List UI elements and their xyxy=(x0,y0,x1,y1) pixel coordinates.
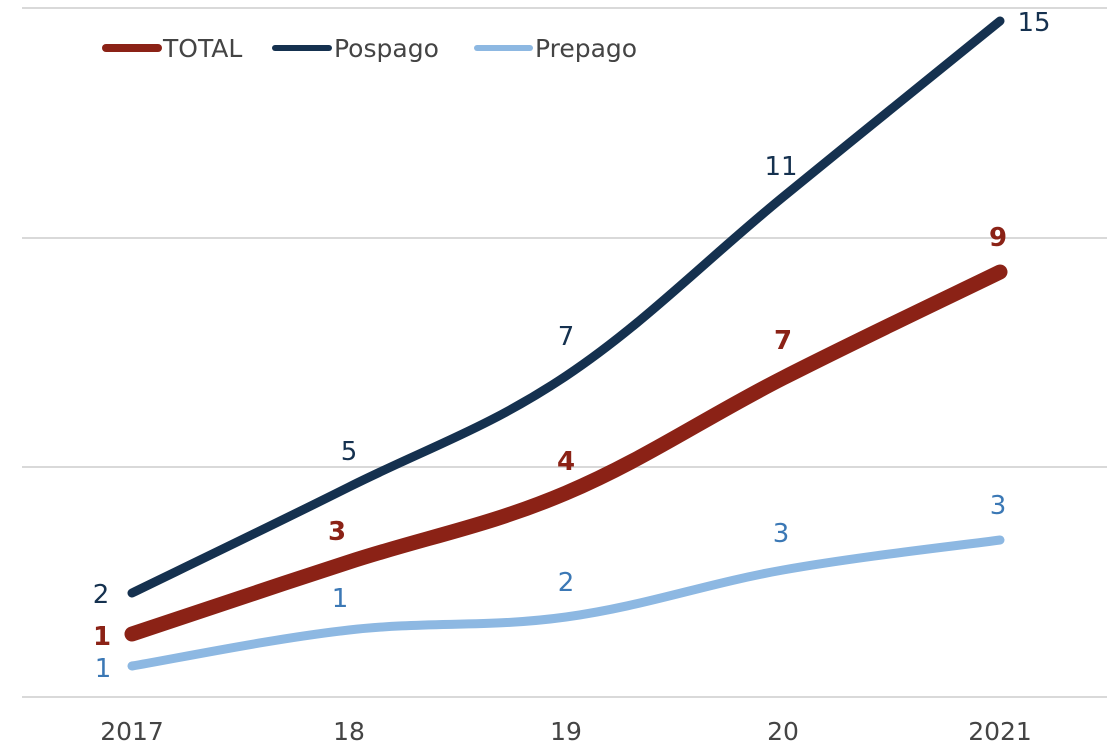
legend: TOTAL Pospago Prepago xyxy=(102,34,637,63)
legend-label-total: TOTAL xyxy=(162,34,242,63)
series-lines xyxy=(124,16,1008,671)
data-label-prepago-2: 2 xyxy=(558,568,575,598)
data-label-pospago-1: 5 xyxy=(341,437,358,467)
data-label-prepago-1: 1 xyxy=(332,584,349,614)
x-tick-label-2: 19 xyxy=(550,717,582,746)
data-label-pospago-0: 2 xyxy=(93,580,110,610)
data-label-pospago-2: 7 xyxy=(558,322,575,352)
data-label-prepago-4: 3 xyxy=(990,491,1007,521)
x-tick-label-1: 18 xyxy=(333,717,365,746)
data-label-prepago-3: 3 xyxy=(773,519,790,549)
gridlines xyxy=(22,7,1107,698)
data-label-total-4: 9 xyxy=(989,223,1007,253)
data-label-total-0: 1 xyxy=(93,622,111,652)
legend-label-prepago: Prepago xyxy=(535,34,637,63)
series-line-total xyxy=(124,264,1008,642)
data-label-total-2: 4 xyxy=(557,447,575,477)
data-label-total-3: 7 xyxy=(774,326,792,356)
x-axis-tick-labels: 2017 18 19 20 2021 xyxy=(100,717,1032,746)
series-line-pospago xyxy=(127,16,1005,598)
x-tick-label-0: 2017 xyxy=(100,717,164,746)
data-label-pospago-4: 15 xyxy=(1017,8,1050,38)
legend-label-pospago: Pospago xyxy=(334,34,439,63)
data-label-total-1: 3 xyxy=(328,517,346,547)
data-label-pospago-3: 11 xyxy=(764,152,797,182)
series-line-prepago xyxy=(127,535,1005,671)
x-tick-label-4: 2021 xyxy=(968,717,1032,746)
x-tick-label-3: 20 xyxy=(767,717,799,746)
data-label-prepago-0: 1 xyxy=(95,654,112,684)
